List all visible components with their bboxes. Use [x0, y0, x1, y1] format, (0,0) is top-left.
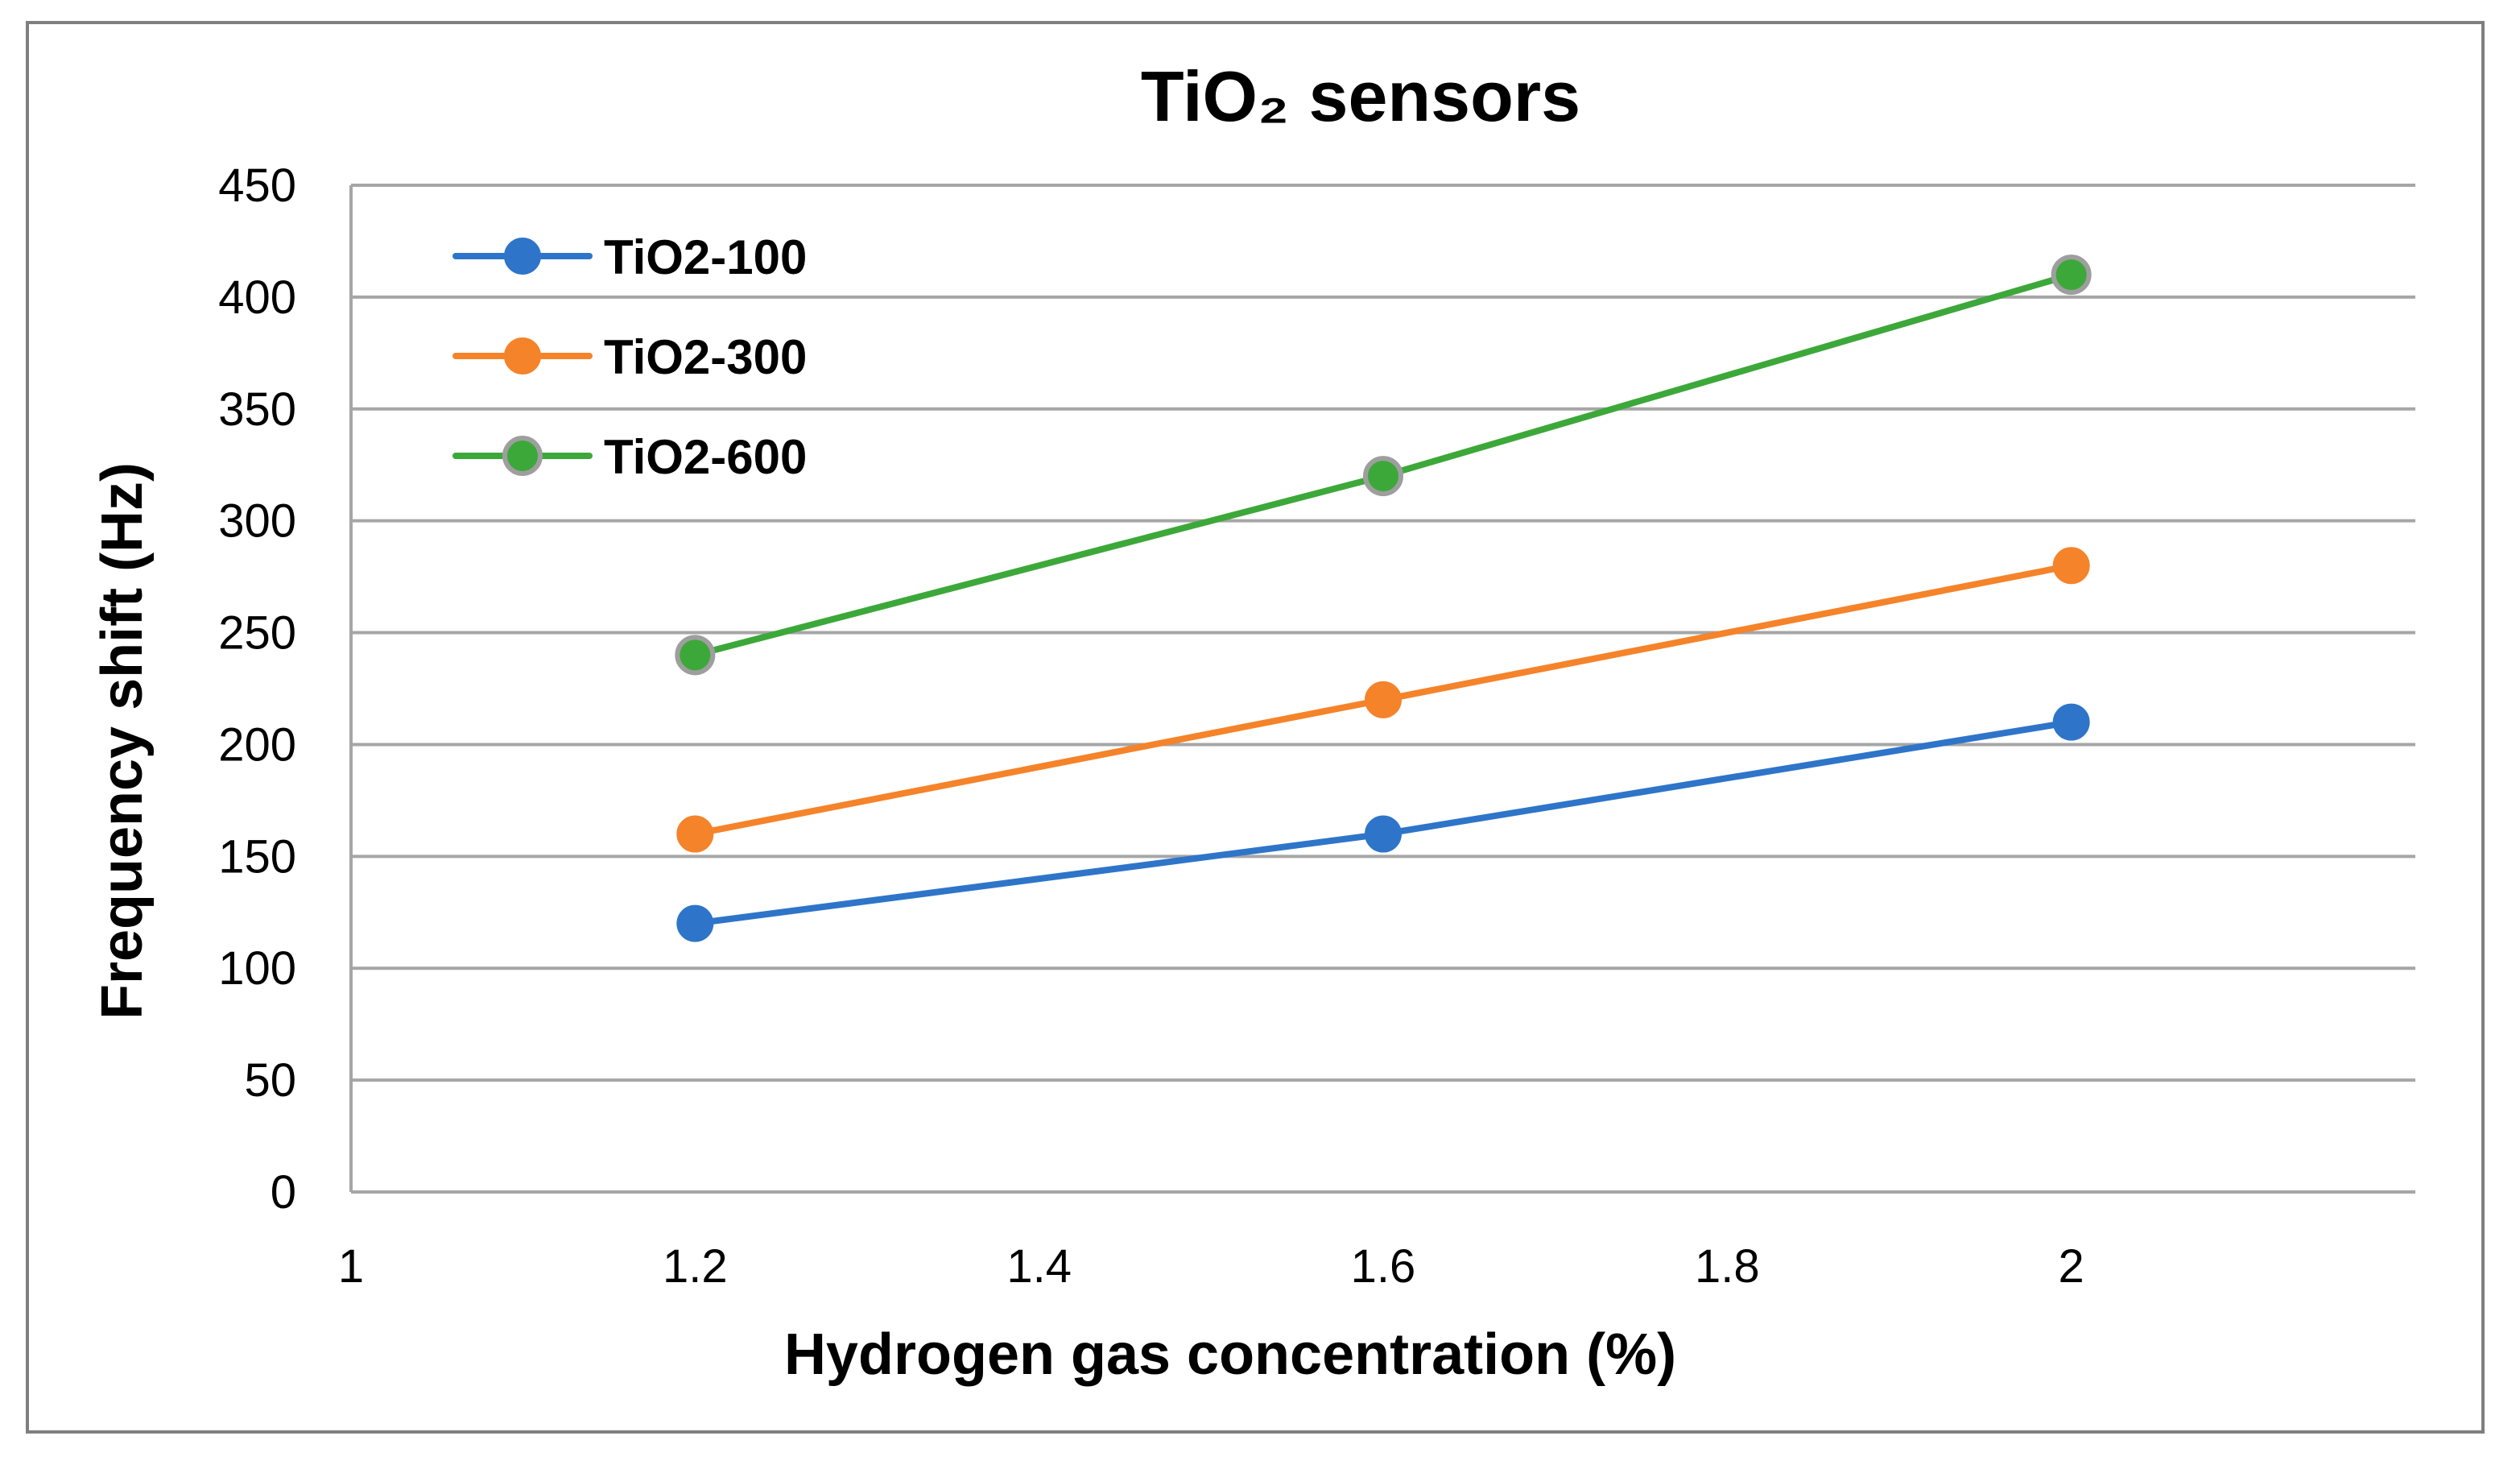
data-point-TiO2-600 — [1363, 456, 1403, 497]
y-tick-label: 0 — [271, 1166, 296, 1219]
x-tick-label: 1.2 — [663, 1240, 728, 1293]
series-layer — [675, 254, 2092, 942]
y-tick-label: 300 — [218, 495, 296, 548]
legend-label: TiO2-100 — [604, 230, 807, 284]
legend: TiO2-100 TiO2-300 TiO2-600 — [452, 230, 807, 484]
chart-title: TiO₂ sensors — [1141, 56, 1580, 136]
x-tick-label: 1.8 — [1695, 1240, 1760, 1293]
y-tick-label: 400 — [218, 271, 296, 324]
legend-label: TiO2-600 — [604, 430, 807, 484]
x-tick-label: 2 — [2059, 1240, 2084, 1293]
legend-label: TiO2-300 — [604, 330, 807, 384]
data-point-TiO2-300 — [2052, 547, 2090, 585]
x-axis-title: Hydrogen gas concentration (%) — [784, 1322, 1676, 1387]
x-tick-label: 1.4 — [1006, 1240, 1072, 1293]
legend-marker — [502, 436, 543, 476]
y-tick-label: 450 — [218, 159, 296, 212]
y-tick-label: 350 — [218, 383, 296, 436]
data-point-TiO2-100 — [676, 904, 714, 942]
y-tick-label: 200 — [218, 718, 296, 771]
x-tick-label: 1.6 — [1351, 1240, 1416, 1293]
grid-lines — [349, 184, 2415, 1194]
data-point-TiO2-100 — [2052, 703, 2090, 741]
data-point-TiO2-600 — [675, 635, 716, 676]
y-tick-label: 100 — [218, 942, 296, 995]
legend-marker — [504, 337, 541, 374]
y-tick-label: 50 — [244, 1054, 296, 1107]
x-tick-label: 1 — [338, 1240, 364, 1293]
data-point-TiO2-300 — [1365, 681, 1402, 718]
y-tick-label: 150 — [218, 830, 296, 883]
tick-labels: 0 50 100 150 200 250 300 350 400 450 1 1.2 1.4 1.6 1.8… — [218, 159, 2084, 1293]
data-point-TiO2-600 — [2051, 254, 2092, 296]
y-tick-label: 250 — [218, 607, 296, 660]
legend-marker — [504, 238, 541, 275]
data-point-TiO2-300 — [676, 815, 714, 853]
data-point-TiO2-100 — [1365, 815, 1402, 853]
y-axis-title: Frequency shift (Hz) — [90, 462, 155, 1020]
